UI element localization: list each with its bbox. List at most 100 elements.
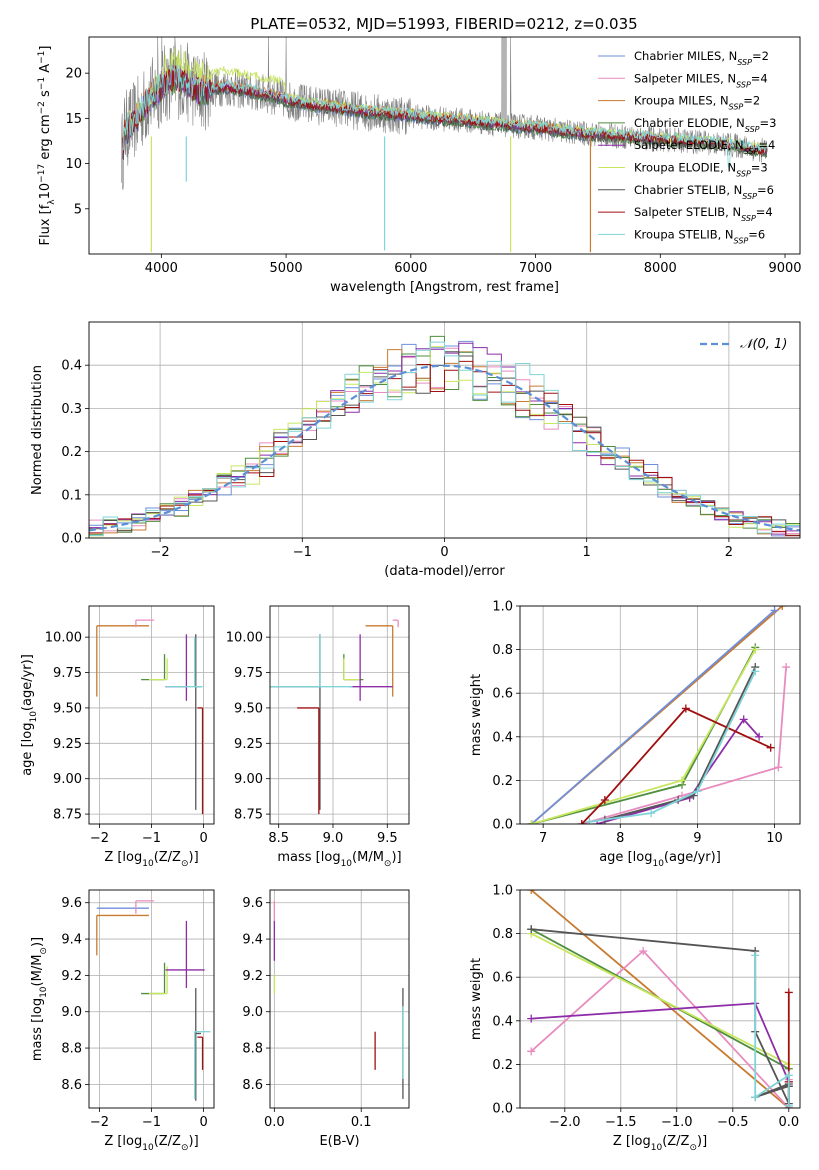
x-tick-label: 8 [616, 831, 624, 846]
axes-frame [269, 605, 410, 825]
x-axis-label-part: )] [189, 1134, 199, 1149]
x-tick-label: −0.5 [717, 1115, 749, 1130]
legend-subscript: SSP [744, 147, 759, 156]
legend-label: Chabrier STELIB, N [634, 183, 742, 197]
legend-label: Salpeter MILES, N [634, 71, 736, 85]
series-marker [739, 715, 748, 724]
series-marker [782, 663, 791, 672]
y-tick-label: 0.0 [492, 818, 513, 833]
residuals-panel: −2 −1 0 1 2 0.0 0.1 0.2 0.3 0.4 (data-model)/error… [30, 321, 801, 579]
y-axis-label: mass weight [469, 674, 484, 756]
x-axis-label-part: Z [log [104, 1134, 142, 1149]
x-axis-label-part: ⊙ [384, 859, 392, 869]
x-tick-label: 9000 [768, 261, 801, 276]
y-tick-label: 0.8 [492, 643, 513, 658]
series-marker [784, 1101, 793, 1108]
y-tick-label: 9.6 [242, 896, 263, 911]
y-tick-label: 9.0 [242, 1005, 263, 1020]
x-axis-label-part: (age/yr)] [664, 850, 721, 865]
axes-frame [88, 605, 215, 825]
series-marker [784, 1071, 793, 1080]
y-tick-label: 15 [65, 112, 82, 127]
y-axis-label-part: A [38, 64, 53, 77]
y-tick-label: 9.00 [53, 772, 82, 787]
y-axis-label-part: −1 [37, 77, 47, 90]
x-axis-label-part: Z [log [104, 850, 142, 865]
y-axis-label-part: )] [30, 937, 45, 947]
y-tick-label: 9.50 [234, 701, 263, 716]
x-tick-label: 0 [199, 1115, 207, 1130]
legend-label: Salpeter ELODIE, N [634, 138, 744, 152]
legend-tail: =3 [760, 116, 777, 130]
x-tick-label: 9 [693, 831, 701, 846]
series-marker [778, 606, 787, 610]
y-tick-label: 0.0 [61, 532, 82, 547]
legend-entry: Kroupa ELODIE, NSSP=3 [634, 161, 768, 179]
x-axis-label-part: 10 [142, 1143, 154, 1153]
x-axis-label-part: 10 [652, 859, 664, 869]
y-tick-label: 9.00 [234, 772, 263, 787]
x-tick-label: 8000 [644, 261, 677, 276]
legend-tail: =3 [751, 161, 768, 175]
x-axis-label-part: ⊙ [689, 1143, 697, 1153]
legend-label: Chabrier ELODIE, N [634, 116, 745, 130]
y-tick-label: 10.00 [226, 631, 263, 646]
legend-entry: 𝒩(0, 1) [740, 337, 787, 352]
x-tick-label: −2 [151, 545, 170, 560]
series-line [581, 707, 772, 824]
x-tick-label: 7000 [519, 261, 552, 276]
y-tick-label: 0.4 [492, 1014, 513, 1029]
y-axis-label-part: ⊙ [39, 947, 49, 955]
x-axis-label-part: (Z/Z [154, 850, 181, 865]
y-tick-label: 10 [65, 157, 82, 172]
series-marker [766, 743, 775, 752]
legend-tail: =2 [752, 49, 769, 63]
axes-frame [88, 36, 801, 255]
y-tick-label: 0.4 [61, 359, 82, 374]
legend-entry: Kroupa STELIB, NSSP=6 [634, 227, 765, 245]
legend-entry: Salpeter MILES, NSSP=4 [634, 71, 768, 89]
mass-weight-vs-metallicity-panel: −2.0 −1.5 −1.0 −0.5 0.0 0.0 0.2 0.4 0.6 0.8 1.0 Z [… [469, 884, 801, 1153]
y-tick-label: 0.2 [61, 445, 82, 460]
series-marker [693, 787, 702, 796]
axes-frame [519, 605, 801, 825]
legend-entry: Salpeter STELIB, NSSP=4 [634, 205, 773, 223]
series-marker [751, 951, 760, 960]
series-marker [751, 667, 760, 676]
legend-subscript: SSP [729, 102, 744, 111]
x-axis-label-part: 10 [651, 1143, 663, 1153]
y-axis-label: age [log10(age/yr)] [20, 654, 39, 776]
legend-label: Kroupa MILES, N [634, 94, 729, 108]
y-tick-label: 0.4 [492, 730, 513, 745]
y-tick-label: 20 [65, 67, 82, 82]
y-tick-label: 9.25 [53, 737, 82, 752]
series-marker [527, 820, 536, 824]
y-axis-label: Normed distribution [30, 365, 45, 495]
legend-label: Kroupa STELIB, N [634, 227, 734, 241]
legend-entry: Chabrier ELODIE, NSSP=3 [634, 116, 776, 133]
spectrum-panel: 4000 5000 6000 7000 8000 9000 5 10 15 20 wavelengt… [37, 36, 802, 295]
y-tick-label: 9.50 [53, 701, 82, 716]
x-tick-label: −2 [90, 1115, 109, 1130]
y-axis-label-part: 10 [29, 711, 39, 723]
x-axis-label: age [log10(age/yr)] [599, 850, 721, 869]
x-axis-label-part: Z [log [613, 1134, 651, 1149]
x-tick-label: 9.5 [377, 831, 398, 846]
x-axis-label-part: ⊙ [181, 859, 189, 869]
y-tick-label: 9.2 [242, 969, 263, 984]
series-marker [600, 796, 609, 805]
legend-subscript: SSP [741, 214, 756, 223]
mass-vs-extinction-panel: 0.0 0.1 8.6 8.8 9.0 9.2 9.4 9.6 E(B-V) [242, 889, 410, 1149]
x-axis-label: wavelength [Angstrom, rest frame] [330, 280, 559, 295]
plot-area [527, 890, 793, 1108]
x-axis-label-part: (Z/Z [154, 1134, 181, 1149]
legend-subscript: SSP [742, 191, 757, 200]
y-tick-label: 0.2 [492, 1058, 513, 1073]
legend-tail: =6 [757, 183, 774, 197]
y-tick-label: 9.4 [242, 933, 263, 948]
plot-area [270, 619, 399, 815]
x-axis-label-part: ⊙ [181, 1143, 189, 1153]
series-marker [639, 947, 648, 956]
legend-tail: =4 [751, 71, 768, 85]
